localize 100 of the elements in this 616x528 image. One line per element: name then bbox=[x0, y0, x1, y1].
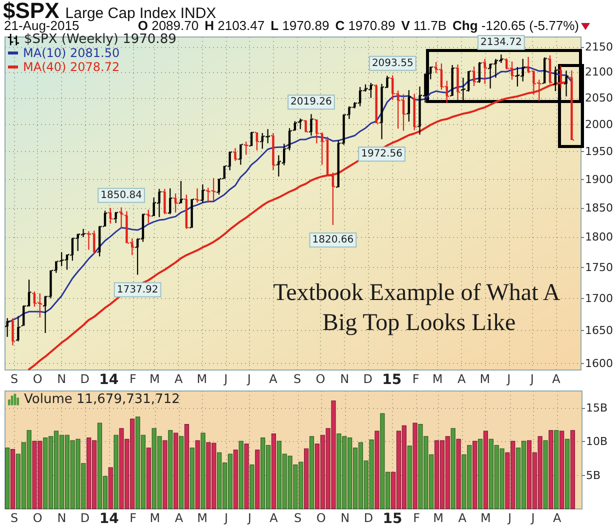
y-tick-label: 1600 bbox=[585, 356, 614, 370]
x-tick-label: F bbox=[412, 372, 420, 386]
x-tick-label: D bbox=[364, 511, 374, 525]
x-tick-label: O bbox=[316, 511, 326, 525]
x-tick-label: J bbox=[246, 372, 251, 386]
legend-label: Volume 11,679,731,712 bbox=[24, 392, 180, 407]
x-tick-label: D bbox=[363, 372, 372, 386]
bar bbox=[554, 430, 559, 509]
bar bbox=[450, 428, 456, 509]
bar bbox=[174, 432, 178, 509]
bar bbox=[472, 440, 478, 509]
bar bbox=[483, 430, 488, 509]
bar bbox=[162, 440, 168, 509]
x-tick-label: M bbox=[149, 372, 160, 386]
x-tick-label: N bbox=[57, 511, 66, 525]
y-tick-label: 1650 bbox=[585, 324, 614, 337]
annotation: 2134.72 bbox=[480, 37, 522, 48]
x-tick-label: M bbox=[197, 511, 208, 525]
bar bbox=[309, 436, 314, 509]
x-tick-label: S bbox=[10, 511, 18, 525]
x-tick-label: 15 bbox=[382, 372, 402, 388]
bar bbox=[5, 448, 10, 509]
x-tick-label: M bbox=[150, 511, 160, 525]
bar bbox=[374, 430, 380, 509]
bar bbox=[146, 448, 151, 509]
y-tick-label: 2000 bbox=[585, 118, 614, 131]
x-tick-label: N bbox=[340, 372, 350, 386]
x-tick-label: 14 bbox=[99, 372, 119, 388]
x-tick-label: A bbox=[553, 511, 562, 525]
x-tick-label: D bbox=[80, 511, 90, 525]
legend-label: MA(10) 2081.50 bbox=[23, 46, 120, 60]
x-tick-label: N bbox=[340, 511, 350, 525]
y-tick-label: 1850 bbox=[585, 201, 614, 214]
x-tick-label: 15 bbox=[382, 511, 402, 527]
x-tick-label: A bbox=[458, 511, 468, 525]
x-tick-label: O bbox=[32, 511, 42, 525]
bar bbox=[271, 433, 276, 509]
x-tick-label: F bbox=[129, 372, 136, 386]
x-tick-label: D bbox=[80, 372, 90, 386]
bar bbox=[407, 446, 412, 509]
bar bbox=[233, 450, 238, 509]
x-tick-label: S bbox=[10, 372, 18, 386]
x-tick-label: J bbox=[529, 372, 534, 386]
x-tick-label: J bbox=[246, 511, 252, 525]
candlestick bbox=[564, 70, 568, 96]
annotation: 1737.92 bbox=[116, 284, 158, 296]
bar bbox=[108, 467, 113, 509]
x-tick-label: 14 bbox=[99, 511, 120, 527]
y-tick-label: 2150 bbox=[585, 40, 614, 54]
bar bbox=[114, 434, 118, 509]
annotation: 1850.84 bbox=[100, 190, 142, 201]
candlestick bbox=[195, 188, 200, 203]
legend-label: $SPX (Weekly) 1970.89 bbox=[24, 32, 176, 47]
bar bbox=[456, 438, 461, 509]
annotation: Textbook Example of What A Big Top Looks Like bbox=[273, 280, 565, 336]
bar bbox=[560, 430, 564, 509]
legend-label: MA(40) 2078.72 bbox=[23, 60, 120, 74]
y-tick-label: 2100 bbox=[585, 66, 614, 79]
y-tick-label: 1800 bbox=[585, 230, 614, 244]
bar bbox=[190, 448, 194, 509]
x-tick-label: M bbox=[480, 511, 491, 525]
x-tick-label: S bbox=[294, 511, 302, 525]
bar bbox=[570, 430, 575, 509]
bar bbox=[412, 422, 418, 509]
bar bbox=[184, 424, 190, 509]
x-tick-label: O bbox=[316, 372, 326, 386]
annotation: 1820.66 bbox=[312, 234, 354, 246]
bar bbox=[10, 448, 16, 509]
bar bbox=[564, 438, 570, 509]
x-tick-label: A bbox=[174, 511, 184, 525]
x-tick-label: J bbox=[530, 511, 535, 525]
x-tick-label: N bbox=[57, 372, 66, 386]
bar bbox=[178, 436, 184, 509]
x-tick-label: M bbox=[432, 372, 443, 386]
x-tick-label: S bbox=[293, 372, 302, 386]
x-tick-label: A bbox=[269, 372, 278, 386]
bar bbox=[195, 440, 200, 509]
bar bbox=[168, 430, 173, 509]
bar bbox=[244, 444, 249, 509]
annotation: 2019.26 bbox=[290, 96, 332, 108]
bar bbox=[543, 440, 548, 509]
bar bbox=[250, 464, 254, 509]
x-tick-label: A bbox=[174, 372, 184, 386]
x-tick-label: M bbox=[196, 372, 208, 386]
x-tick-label: M bbox=[433, 511, 444, 525]
y-tick-label: 1700 bbox=[585, 292, 614, 305]
bar bbox=[255, 450, 260, 509]
bar bbox=[200, 432, 206, 509]
bar bbox=[548, 430, 554, 509]
x-tick-label: M bbox=[480, 372, 490, 386]
candlestick bbox=[244, 142, 248, 155]
x-tick-label: J bbox=[223, 372, 228, 386]
x-tick-label: A bbox=[270, 511, 279, 525]
y-tick-label: 1900 bbox=[585, 172, 614, 186]
x-tick-label: O bbox=[32, 372, 42, 386]
bar bbox=[478, 438, 483, 509]
x-tick-label: A bbox=[552, 372, 562, 386]
x-tick-label: A bbox=[458, 372, 467, 386]
y-tick-label: 1750 bbox=[585, 260, 614, 274]
bar bbox=[238, 440, 244, 509]
